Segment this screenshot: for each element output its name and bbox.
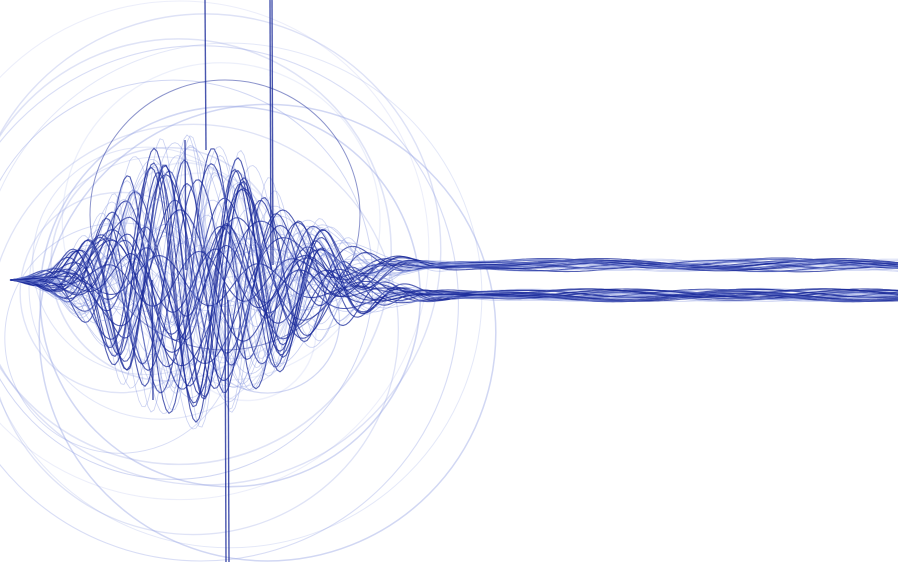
wave-line xyxy=(9,222,899,330)
wave-line xyxy=(9,155,899,385)
circle-ring xyxy=(195,248,341,394)
wave-line xyxy=(9,255,899,307)
wave-line xyxy=(9,199,899,356)
wave-line xyxy=(9,248,899,313)
vertical-spike xyxy=(151,279,154,401)
vertical-spike xyxy=(271,0,274,266)
wave-line xyxy=(9,238,899,328)
wave-line xyxy=(9,146,899,415)
wave-line xyxy=(9,242,898,326)
vertical-spike xyxy=(204,0,207,151)
wave-lines xyxy=(9,134,899,430)
wave-line xyxy=(9,146,899,365)
vertical-spike xyxy=(227,299,230,562)
wave-line xyxy=(9,174,899,394)
wave-line xyxy=(9,196,899,364)
vertical-spike xyxy=(184,139,187,271)
circle-ring xyxy=(0,45,459,562)
wave-line xyxy=(9,147,899,423)
wave-line xyxy=(9,172,899,389)
wave-line xyxy=(9,158,899,403)
wave-line xyxy=(10,172,899,395)
vertical-spike xyxy=(269,0,272,271)
wave-line xyxy=(9,166,899,404)
vertical-spike xyxy=(224,289,227,562)
wave-line xyxy=(9,237,899,326)
circle-ring xyxy=(0,0,430,501)
circle-ring xyxy=(0,38,392,466)
circle-ring xyxy=(0,123,399,536)
circle-ring xyxy=(38,103,497,562)
wave-line xyxy=(10,209,899,342)
vertical-spikes xyxy=(151,0,274,562)
